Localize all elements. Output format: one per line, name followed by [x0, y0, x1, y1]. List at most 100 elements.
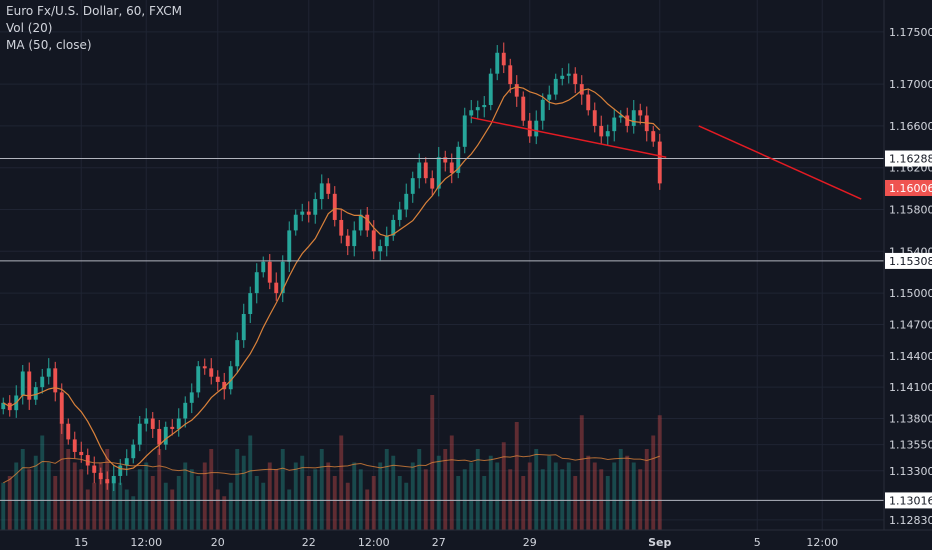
price-tags: 1.16288 1.15308 1.13016 1.16006 [885, 150, 932, 509]
candle [534, 110, 539, 145]
volume-bar [586, 455, 591, 530]
candle [215, 370, 220, 391]
candle-body [170, 426, 175, 429]
candle [430, 170, 435, 196]
volume-bar [547, 455, 552, 530]
candle [462, 107, 467, 154]
candle-body [417, 162, 422, 179]
volume-bar [352, 462, 357, 530]
candle-body [534, 120, 539, 137]
volume-bar [248, 435, 253, 530]
volume-bar [176, 476, 181, 530]
volume-bar [313, 469, 318, 530]
candle [189, 383, 194, 414]
volume-bar [618, 449, 623, 530]
legend-title[interactable]: Euro Fx/U.S. Dollar, 60, FXCM [6, 4, 182, 18]
candle-body [306, 211, 311, 215]
candle-body [20, 371, 25, 396]
volume-bar [378, 462, 383, 530]
candle-body [475, 107, 480, 111]
volume-bar [657, 415, 662, 530]
candle-body [618, 115, 623, 118]
candle [345, 229, 350, 256]
legend-volume[interactable]: Vol (20) [6, 21, 53, 35]
candle [547, 85, 552, 111]
candle-body [326, 183, 331, 194]
volume-bar [306, 476, 311, 530]
candle [521, 91, 526, 126]
time-tick-label: 12:00 [806, 536, 838, 549]
candle [384, 226, 389, 257]
trendline[interactable] [698, 125, 862, 200]
candle [235, 332, 240, 373]
candle [202, 358, 207, 375]
volume-bar [488, 455, 493, 530]
candle-body [124, 458, 129, 466]
candle-body [222, 381, 227, 390]
candle-body [495, 52, 500, 74]
candle [443, 150, 448, 172]
volume-bar [189, 469, 194, 530]
candle-body [280, 261, 285, 294]
candle [391, 214, 396, 241]
candle [33, 381, 38, 405]
trendlines [471, 116, 862, 200]
candle [98, 467, 103, 485]
candle-body [501, 52, 506, 66]
candle-body [72, 439, 77, 452]
candle-body [514, 84, 519, 97]
candle-body [404, 193, 409, 210]
candle [46, 358, 51, 385]
candle [612, 108, 617, 142]
candle-body [189, 392, 194, 403]
candle [209, 358, 214, 385]
candle [573, 67, 578, 94]
candle [144, 408, 149, 432]
time-axis[interactable]: 15 12:00 20 22 12:00 27 29 Sep 5 12:00 [74, 536, 838, 549]
candle [137, 415, 142, 452]
candle [300, 203, 305, 222]
candle-body [410, 178, 415, 194]
candle [527, 112, 532, 143]
volume-bar [46, 462, 51, 530]
volume-bar [27, 469, 32, 530]
time-tick-label: 12:00 [130, 536, 162, 549]
candle-body [397, 209, 402, 220]
candle-body [553, 78, 558, 95]
candle [436, 147, 441, 197]
volume-bar [300, 455, 305, 530]
candle-body [209, 368, 214, 377]
volume-bar [53, 476, 58, 530]
candle [657, 133, 662, 190]
price-tick-label: 1.14700 [889, 318, 932, 331]
price-tick-label: 1.13800 [889, 413, 932, 426]
candle-body [111, 475, 116, 484]
trendline[interactable] [471, 116, 667, 159]
time-tick-label: 22 [302, 536, 316, 549]
candle-body [547, 94, 552, 100]
candle-body [46, 368, 51, 377]
candle-body [313, 199, 318, 215]
volume-bar [612, 462, 617, 530]
candle-body [638, 110, 643, 116]
candle-body [85, 455, 90, 466]
candle [157, 419, 162, 455]
horizontal-line-label: 1.16288 [889, 153, 932, 166]
time-tick-label: 29 [523, 536, 537, 549]
candle [326, 178, 331, 200]
legend-moving-average[interactable]: MA (50, close) [6, 38, 92, 52]
volume-bar [170, 489, 175, 530]
candle-body [131, 444, 136, 459]
volume-bar [157, 449, 162, 530]
volume-bar [163, 482, 168, 530]
volume-bar [443, 449, 448, 530]
candle-body [592, 110, 597, 126]
current-price-tag [885, 179, 932, 196]
volume-bar [495, 462, 500, 530]
volume-bar [475, 449, 480, 530]
volume-bar [293, 462, 298, 530]
candle [319, 174, 324, 210]
